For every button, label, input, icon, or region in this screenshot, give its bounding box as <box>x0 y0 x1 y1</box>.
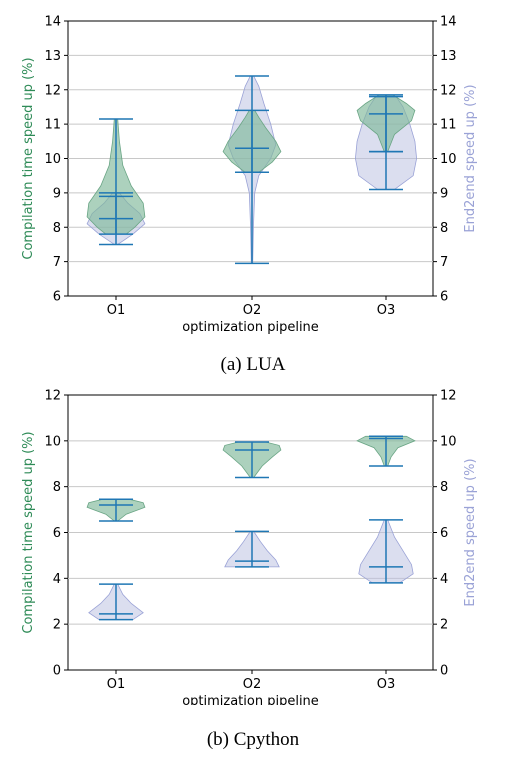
x-tick-label-o2: O2 <box>243 677 262 692</box>
y-axis-label-right: End2end speed up (%) <box>463 458 478 606</box>
y-tick-label-right: 6 <box>440 290 448 305</box>
y-axis-label-left: Compilation time speed up (%) <box>21 57 36 259</box>
y-tick-label-right: 8 <box>440 221 448 236</box>
y-tick-label-right: 4 <box>440 572 448 587</box>
caption-cpython: (b) Cpython <box>206 729 300 750</box>
y-tick-label-left: 9 <box>53 186 61 201</box>
x-tick-label-o3: O3 <box>377 303 396 318</box>
y-tick-label-left: 14 <box>44 15 61 30</box>
y-tick-label-right: 9 <box>440 186 448 201</box>
y-tick-label-right: 10 <box>440 152 457 167</box>
y-tick-label-left: 12 <box>44 83 61 98</box>
y-tick-label-left: 4 <box>53 572 61 587</box>
y-tick-label-left: 10 <box>44 434 61 449</box>
y-tick-label-left: 8 <box>53 480 61 495</box>
y-tick-label-right: 6 <box>440 526 448 541</box>
y-tick-label-left: 0 <box>53 664 61 679</box>
y-tick-label-right: 13 <box>440 49 457 64</box>
y-tick-label-right: 12 <box>440 389 457 404</box>
y-tick-label-left: 13 <box>44 49 61 64</box>
y-axis-label-left: Compilation time speed up (%) <box>21 431 36 633</box>
y-tick-label-right: 11 <box>440 118 457 133</box>
x-axis-label: optimization pipeline <box>182 320 319 335</box>
x-tick-label-o1: O1 <box>107 677 126 692</box>
y-tick-label-left: 10 <box>44 152 61 167</box>
y-tick-label-right: 10 <box>440 434 457 449</box>
y-tick-label-left: 6 <box>53 290 61 305</box>
chart-lua: 6 6 7 7 8 8 9 9 10 10 11 11 12 12 13 13 14 14 O1 O2 O3 optimi… <box>21 15 478 336</box>
y-tick-label-right: 7 <box>440 255 448 270</box>
y-axis-label-right: End2end speed up (%) <box>463 84 478 232</box>
y-tick-label-right: 14 <box>440 15 457 30</box>
y-tick-label-right: 12 <box>440 83 457 98</box>
x-tick-label-o3: O3 <box>377 677 396 692</box>
y-tick-label-left: 6 <box>53 526 61 541</box>
y-tick-label-left: 11 <box>44 118 61 133</box>
y-tick-label-right: 2 <box>440 618 448 633</box>
y-tick-label-left: 7 <box>53 255 61 270</box>
y-tick-label-right: 0 <box>440 664 448 679</box>
chart-cpython: 0 0 2 2 4 4 6 6 8 8 10 10 12 12 O1 O2 O3 optimization pip… <box>21 389 478 706</box>
x-tick-label-o2: O2 <box>243 303 262 318</box>
y-tick-label-left: 2 <box>53 618 61 633</box>
y-tick-label-left: 12 <box>44 389 61 404</box>
x-tick-label-o1: O1 <box>107 303 126 318</box>
y-tick-label-right: 8 <box>440 480 448 495</box>
caption-lua: (a) LUA <box>220 354 286 375</box>
x-axis-label: optimization pipeline <box>182 694 319 705</box>
y-tick-label-left: 8 <box>53 221 61 236</box>
